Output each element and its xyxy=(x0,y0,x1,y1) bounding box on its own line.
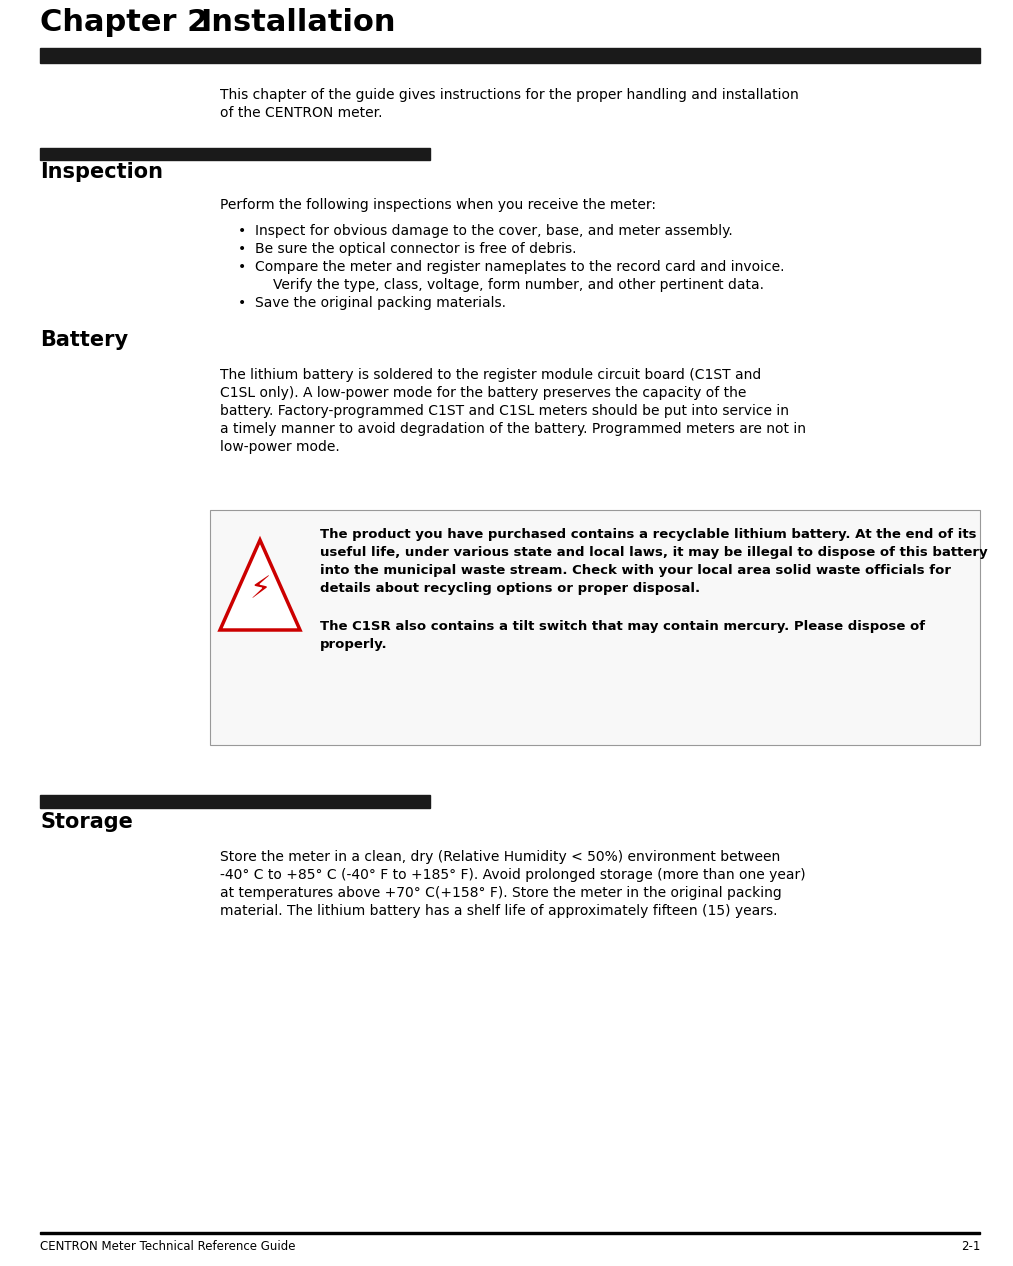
Bar xyxy=(40,795,430,808)
Text: The lithium battery is soldered to the register module circuit board (C1ST and: The lithium battery is soldered to the r… xyxy=(220,368,761,382)
Text: into the municipal waste stream. Check with your local area solid waste official: into the municipal waste stream. Check w… xyxy=(320,563,951,577)
Text: -40° C to +85° C (-40° F to +185° F). Avoid prolonged storage (more than one yea: -40° C to +85° C (-40° F to +185° F). Av… xyxy=(220,868,805,882)
Bar xyxy=(40,1232,980,1234)
Text: Be sure the optical connector is free of debris.: Be sure the optical connector is free of… xyxy=(255,242,576,256)
Bar xyxy=(40,48,980,63)
Text: material. The lithium battery has a shelf life of approximately fifteen (15) yea: material. The lithium battery has a shel… xyxy=(220,904,778,918)
Text: ⚡: ⚡ xyxy=(249,576,270,604)
Text: properly.: properly. xyxy=(320,638,388,651)
Text: The C1SR also contains a tilt switch that may contain mercury. Please dispose of: The C1SR also contains a tilt switch tha… xyxy=(320,620,925,633)
Text: at temperatures above +70° C(+158° F). Store the meter in the original packing: at temperatures above +70° C(+158° F). S… xyxy=(220,886,782,900)
Text: details about recycling options or proper disposal.: details about recycling options or prope… xyxy=(320,582,700,595)
Text: Compare the meter and register nameplates to the record card and invoice.: Compare the meter and register nameplate… xyxy=(255,260,784,273)
Text: Battery: Battery xyxy=(40,330,128,349)
Text: Inspect for obvious damage to the cover, base, and meter assembly.: Inspect for obvious damage to the cover,… xyxy=(255,224,732,238)
Text: Verify the type, class, voltage, form number, and other pertinent data.: Verify the type, class, voltage, form nu… xyxy=(272,279,764,292)
Text: This chapter of the guide gives instructions for the proper handling and install: This chapter of the guide gives instruct… xyxy=(220,89,798,103)
Bar xyxy=(210,510,980,744)
Text: •: • xyxy=(238,260,246,273)
Text: Installation: Installation xyxy=(200,8,395,37)
Bar xyxy=(40,148,430,160)
Text: useful life, under various state and local laws, it may be illegal to dispose of: useful life, under various state and loc… xyxy=(320,546,988,560)
Text: Perform the following inspections when you receive the meter:: Perform the following inspections when y… xyxy=(220,197,656,211)
Text: Chapter 2: Chapter 2 xyxy=(40,8,209,37)
Text: Store the meter in a clean, dry (Relative Humidity < 50%) environment between: Store the meter in a clean, dry (Relativ… xyxy=(220,849,780,863)
Text: 2-1: 2-1 xyxy=(960,1239,980,1253)
Text: C1SL only). A low-power mode for the battery preserves the capacity of the: C1SL only). A low-power mode for the bat… xyxy=(220,386,747,400)
Text: CENTRON Meter Technical Reference Guide: CENTRON Meter Technical Reference Guide xyxy=(40,1239,296,1253)
Polygon shape xyxy=(220,541,300,630)
Text: The product you have purchased contains a recyclable lithium battery. At the end: The product you have purchased contains … xyxy=(320,528,977,541)
Text: •: • xyxy=(238,242,246,256)
Text: •: • xyxy=(238,296,246,310)
Text: •: • xyxy=(238,224,246,238)
Text: Storage: Storage xyxy=(40,812,133,832)
Text: Inspection: Inspection xyxy=(40,162,163,182)
Text: a timely manner to avoid degradation of the battery. Programmed meters are not i: a timely manner to avoid degradation of … xyxy=(220,422,806,436)
Text: Save the original packing materials.: Save the original packing materials. xyxy=(255,296,506,310)
Text: battery. Factory-programmed C1ST and C1SL meters should be put into service in: battery. Factory-programmed C1ST and C1S… xyxy=(220,404,789,418)
Text: low-power mode.: low-power mode. xyxy=(220,441,339,454)
Text: of the CENTRON meter.: of the CENTRON meter. xyxy=(220,106,383,120)
